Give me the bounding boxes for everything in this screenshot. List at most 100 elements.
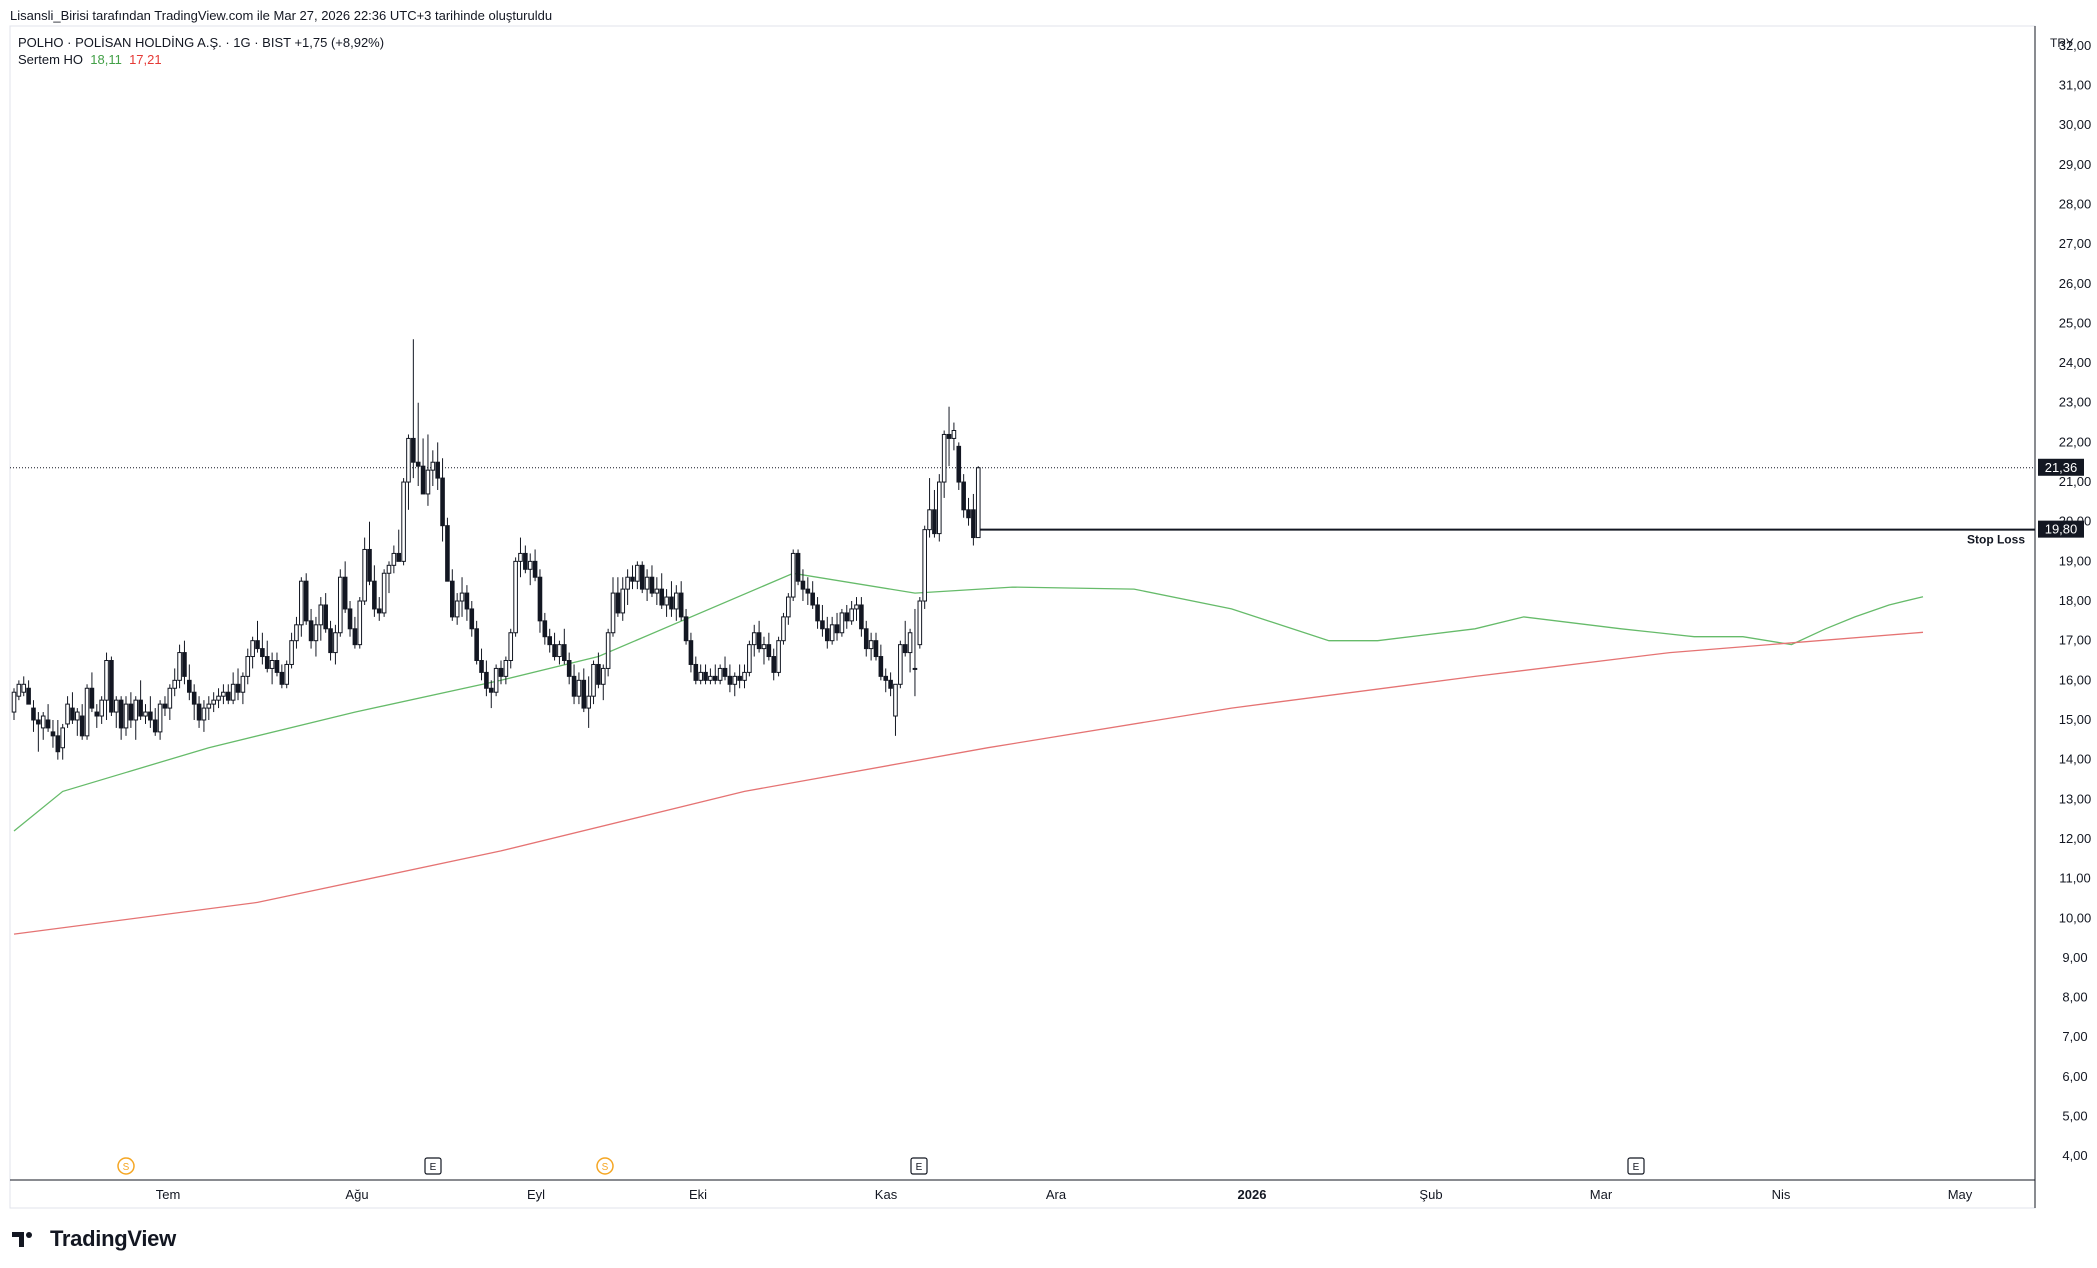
candle-body[interactable] (693, 663, 699, 681)
dividend-event-icon[interactable] (117, 1157, 135, 1175)
candle-body[interactable] (751, 632, 757, 646)
candle-body[interactable] (172, 679, 178, 689)
candle-body[interactable] (513, 560, 518, 634)
candle-body[interactable] (975, 467, 981, 539)
candle-body[interactable] (576, 679, 582, 697)
earnings-event-icon[interactable] (910, 1157, 928, 1175)
candle-body[interactable] (883, 675, 889, 681)
candle-body[interactable] (854, 604, 859, 610)
candle-body[interactable] (873, 640, 879, 658)
candle-body[interactable] (240, 675, 246, 693)
candle-body[interactable] (878, 656, 884, 677)
candle-body[interactable] (435, 461, 440, 479)
candle-body[interactable] (961, 481, 966, 511)
candle-body[interactable] (196, 703, 202, 721)
candle-body[interactable] (113, 699, 119, 713)
candle-body[interactable] (177, 652, 182, 681)
candle-body[interactable] (727, 675, 733, 685)
candle-body[interactable] (328, 628, 333, 654)
candle-body[interactable] (834, 624, 840, 634)
candle-body[interactable] (600, 667, 606, 685)
candle-body[interactable] (863, 628, 869, 650)
candle-body[interactable] (859, 604, 864, 630)
candle-body[interactable] (654, 588, 660, 594)
candle-body[interactable] (279, 671, 285, 685)
candle-body[interactable] (518, 552, 523, 562)
candle-body[interactable] (16, 683, 22, 697)
candle-body[interactable] (625, 576, 630, 590)
candle-body[interactable] (484, 671, 489, 689)
candle-body[interactable] (313, 624, 319, 642)
candle-body[interactable] (187, 679, 192, 693)
candle-body[interactable] (503, 660, 509, 677)
candle-body[interactable] (454, 600, 460, 618)
candle-body[interactable] (849, 608, 854, 622)
candle-body[interactable] (464, 592, 470, 610)
candle-body[interactable] (420, 465, 426, 495)
candle-body[interactable] (323, 604, 328, 630)
candle-body[interactable] (118, 699, 124, 729)
candle-body[interactable] (562, 644, 567, 662)
candle-body[interactable] (907, 632, 913, 654)
candle-body[interactable] (333, 632, 338, 654)
candle-body[interactable] (488, 687, 494, 693)
candle-body[interactable] (639, 564, 645, 590)
candle-body[interactable] (479, 660, 484, 673)
candle-body[interactable] (445, 525, 450, 582)
candle-body[interactable] (951, 429, 957, 439)
candle-body[interactable] (552, 644, 557, 658)
candle-body[interactable] (347, 608, 353, 630)
candle-body[interactable] (839, 612, 845, 634)
candle-body[interactable] (532, 560, 538, 578)
candle-body[interactable] (868, 640, 874, 650)
candle-body[interactable] (888, 679, 893, 689)
candle-body[interactable] (703, 671, 708, 681)
candle-body[interactable] (800, 580, 806, 590)
candle-body[interactable] (937, 481, 942, 535)
candle-body[interactable] (55, 735, 61, 753)
candle-body[interactable] (596, 663, 601, 685)
candle-body[interactable] (299, 580, 304, 626)
earnings-event-icon[interactable] (424, 1157, 442, 1175)
candle-body[interactable] (157, 703, 163, 733)
candle-body[interactable] (318, 604, 324, 626)
candle-body[interactable] (674, 592, 679, 610)
candle-body[interactable] (824, 628, 830, 642)
candle-body[interactable] (902, 644, 908, 654)
candle-body[interactable] (927, 509, 932, 531)
candle-body[interactable] (795, 552, 801, 582)
candle-body[interactable] (11, 691, 17, 713)
candle-body[interactable] (36, 719, 41, 725)
candle-body[interactable] (391, 552, 397, 566)
candle-body[interactable] (557, 644, 562, 658)
candle-body[interactable] (683, 616, 689, 642)
candle-body[interactable] (269, 660, 275, 669)
candle-body[interactable] (362, 548, 367, 602)
candle-body[interactable] (191, 691, 197, 705)
candle-body[interactable] (260, 648, 265, 658)
candle-body[interactable] (264, 656, 270, 669)
candle-body[interactable] (430, 461, 436, 471)
candle-body[interactable] (289, 640, 294, 665)
candle-body[interactable] (493, 667, 499, 693)
candle-body[interactable] (45, 719, 51, 729)
candle-body[interactable] (211, 699, 216, 705)
candle-body[interactable] (225, 691, 231, 701)
candle-body[interactable] (474, 628, 479, 662)
candle-body[interactable] (50, 731, 56, 737)
candle-body[interactable] (235, 683, 241, 693)
earnings-event-icon[interactable] (1627, 1157, 1645, 1175)
candle-body[interactable] (946, 433, 952, 439)
candle-body[interactable] (815, 604, 820, 622)
candle-body[interactable] (148, 711, 153, 721)
candle-body[interactable] (406, 437, 411, 483)
candle-body[interactable] (771, 656, 777, 673)
candle-body[interactable] (805, 588, 811, 594)
candle-body[interactable] (274, 660, 280, 673)
candle-body[interactable] (766, 644, 772, 658)
candle-body[interactable] (216, 695, 221, 701)
symbol-info[interactable]: POLHO · POLİSAN HOLDİNG A.Ş. · 1G · BIST… (18, 35, 385, 50)
candle-body[interactable] (688, 640, 694, 665)
candle-body[interactable] (308, 620, 314, 642)
candle-body[interactable] (776, 640, 781, 673)
